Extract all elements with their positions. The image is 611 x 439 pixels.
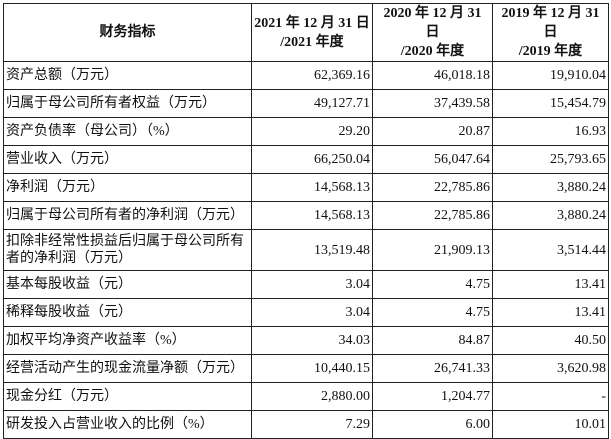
value-cell-2021: 10,440.15	[251, 354, 373, 383]
header-2020-line2: /2020 年度	[400, 44, 465, 59]
table-row: 稀释每股收益（元） 3.04 4.75 13.41	[3, 298, 609, 327]
value-cell-2019: 3,514.44	[492, 229, 609, 271]
value-cell-2019: 15,454.79	[492, 89, 609, 118]
table-row: 归属于母公司所有者权益（万元） 49,127.71 37,439.58 15,454.…	[3, 89, 609, 118]
header-2019-line2: /2019 年度	[518, 44, 583, 59]
value-cell-2021: 34.03	[251, 326, 373, 355]
value-cell-2020: 22,785.86	[372, 201, 493, 230]
table-row: 归属于母公司所有者的净利润（万元） 14,568.13 22,785.86 3,880…	[3, 201, 609, 230]
value-cell-2020: 26,741.33	[372, 354, 493, 383]
value-cell-2020: 6.00	[372, 410, 493, 439]
value-cell-2019: 40.50	[492, 326, 609, 355]
table-row: 现金分红（万元） 2,880.00 1,204.77-	[3, 382, 609, 411]
row-label: 现金分红（万元）	[3, 382, 252, 411]
table-row: 营业收入（万元） 66,250.04 56,047.64 25,793.65	[3, 145, 609, 174]
row-label: 研发投入占营业收入的比例（%）	[3, 410, 252, 439]
table-row: 资产负债率（母公司）（%） 29.20 20.87 16.93	[3, 117, 609, 146]
table-row: 基本每股收益（元） 3.04 4.75 13.41	[3, 270, 609, 299]
header-2020: 2020 年 12 月 31 日/2020 年度	[372, 3, 493, 62]
row-label: 归属于母公司所有者的净利润（万元）	[3, 201, 252, 230]
header-2020-line1: 2020 年 12 月 31 日	[383, 6, 482, 40]
row-label: 基本每股收益（元）	[3, 270, 252, 299]
value-cell-2019: -	[492, 382, 609, 411]
value-cell-2020: 46,018.18	[372, 61, 493, 90]
value-cell-2020: 20.87	[372, 117, 493, 146]
value-cell-2020: 1,204.77	[372, 382, 493, 411]
header-row: 财务指标 2021 年 12 月 31 日/2021 年度 2020 年 12 …	[3, 3, 609, 62]
table-row: 加权平均净资产收益率（%） 34.03 84.87 40.50	[3, 326, 609, 355]
header-indicator: 财务指标	[3, 3, 252, 62]
value-cell-2021: 49,127.71	[251, 89, 373, 118]
value-cell-2019: 3,880.24	[492, 201, 609, 230]
value-cell-2019: 3,880.24	[492, 173, 609, 202]
value-cell-2020: 56,047.64	[372, 145, 493, 174]
header-2021-line1: 2021 年 12 月 31 日	[254, 15, 370, 31]
value-cell-2020: 21,909.13	[372, 229, 493, 271]
row-label: 稀释每股收益（元）	[3, 298, 252, 327]
value-cell-2021: 29.20	[251, 117, 373, 146]
value-cell-2021: 3.04	[251, 298, 373, 327]
value-cell-2021: 13,519.48	[251, 229, 373, 271]
value-cell-2019: 13.41	[492, 298, 609, 327]
value-cell-2019: 3,620.98	[492, 354, 609, 383]
value-cell-2019: 25,793.65	[492, 145, 609, 174]
header-2021: 2021 年 12 月 31 日/2021 年度	[251, 3, 373, 62]
header-2019: 2019 年 12 月 31 日/2019 年度	[492, 3, 609, 62]
value-cell-2019: 13.41	[492, 270, 609, 299]
table-row: 经营活动产生的现金流量净额（万元） 10,440.15 26,741.33 3,620…	[3, 354, 609, 383]
value-cell-2021: 7.29	[251, 410, 373, 439]
value-cell-2021: 14,568.13	[251, 173, 373, 202]
table-row: 资产总额（万元） 62,369.16 46,018.18 19,910.04	[3, 61, 609, 90]
value-cell-2019: 16.93	[492, 117, 609, 146]
value-cell-2019: 10.01	[492, 410, 609, 439]
value-cell-2021: 62,369.16	[251, 61, 373, 90]
row-label: 经营活动产生的现金流量净额（万元）	[3, 354, 252, 383]
financial-indicators-table: 财务指标 2021 年 12 月 31 日/2021 年度 2020 年 12 …	[3, 3, 609, 439]
value-cell-2020: 4.75	[372, 298, 493, 327]
value-cell-2020: 37,439.58	[372, 89, 493, 118]
value-cell-2020: 4.75	[372, 270, 493, 299]
header-2021-line2: /2021 年度	[280, 34, 344, 50]
value-cell-2021: 66,250.04	[251, 145, 373, 174]
table-row: 净利润（万元） 14,568.13 22,785.86 3,880.24	[3, 173, 609, 202]
table-row: 扣除非经常性损益后归属于母公司所有者的净利润（万元） 13,519.48 21,90…	[3, 229, 609, 271]
value-cell-2021: 2,880.00	[251, 382, 373, 411]
value-cell-2019: 19,910.04	[492, 61, 609, 90]
value-cell-2020: 84.87	[372, 326, 493, 355]
row-label: 净利润（万元）	[3, 173, 252, 202]
row-label: 资产负债率（母公司）（%）	[3, 117, 252, 146]
value-cell-2021: 14,568.13	[251, 201, 373, 230]
header-2019-line1: 2019 年 12 月 31 日	[501, 6, 600, 40]
value-cell-2020: 22,785.86	[372, 173, 493, 202]
row-label: 扣除非经常性损益后归属于母公司所有者的净利润（万元）	[3, 229, 252, 271]
row-label: 资产总额（万元）	[3, 61, 252, 90]
row-label: 营业收入（万元）	[3, 145, 252, 174]
table-row: 研发投入占营业收入的比例（%） 7.29 6.00 10.01	[3, 410, 609, 439]
value-cell-2021: 3.04	[251, 270, 373, 299]
row-label: 归属于母公司所有者权益（万元）	[3, 89, 252, 118]
row-label: 加权平均净资产收益率（%）	[3, 326, 252, 355]
